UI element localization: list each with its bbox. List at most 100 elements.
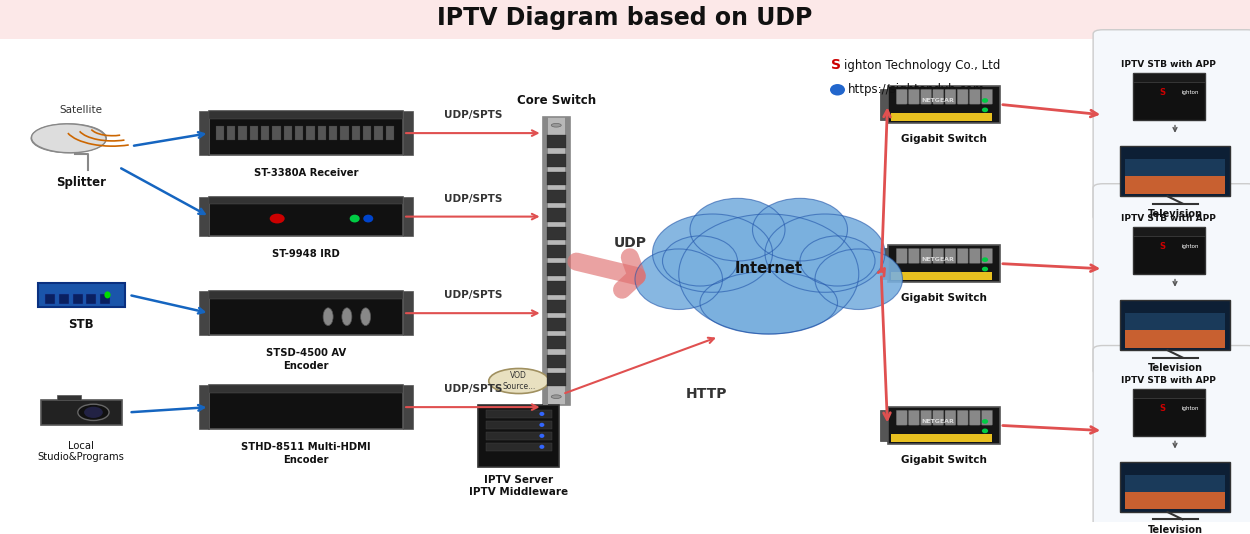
FancyBboxPatch shape bbox=[1132, 73, 1205, 120]
FancyBboxPatch shape bbox=[1120, 462, 1230, 512]
Text: Gigabit Switch: Gigabit Switch bbox=[901, 455, 986, 465]
Ellipse shape bbox=[752, 198, 848, 261]
FancyBboxPatch shape bbox=[209, 197, 402, 204]
FancyBboxPatch shape bbox=[546, 190, 566, 203]
Ellipse shape bbox=[540, 445, 545, 449]
FancyBboxPatch shape bbox=[209, 291, 402, 299]
Ellipse shape bbox=[800, 236, 875, 286]
FancyBboxPatch shape bbox=[385, 125, 394, 140]
FancyBboxPatch shape bbox=[981, 89, 992, 104]
FancyBboxPatch shape bbox=[546, 263, 566, 277]
Ellipse shape bbox=[361, 308, 371, 326]
FancyBboxPatch shape bbox=[485, 443, 551, 451]
Ellipse shape bbox=[815, 249, 902, 310]
FancyBboxPatch shape bbox=[546, 154, 566, 167]
Ellipse shape bbox=[635, 249, 722, 310]
FancyBboxPatch shape bbox=[880, 248, 888, 279]
Ellipse shape bbox=[982, 257, 989, 262]
Text: S: S bbox=[831, 58, 841, 72]
FancyBboxPatch shape bbox=[891, 272, 993, 280]
Text: Internet: Internet bbox=[735, 261, 802, 276]
Text: UDP/SPTS: UDP/SPTS bbox=[444, 110, 503, 120]
FancyBboxPatch shape bbox=[374, 125, 382, 140]
Text: https://sightondvb.com: https://sightondvb.com bbox=[848, 83, 985, 96]
Text: ighton: ighton bbox=[1181, 90, 1199, 95]
FancyBboxPatch shape bbox=[59, 294, 69, 303]
FancyBboxPatch shape bbox=[306, 125, 315, 140]
Ellipse shape bbox=[679, 214, 859, 334]
FancyBboxPatch shape bbox=[86, 294, 96, 303]
FancyBboxPatch shape bbox=[45, 294, 55, 303]
Text: Satellite: Satellite bbox=[60, 105, 102, 115]
FancyBboxPatch shape bbox=[199, 385, 209, 429]
FancyBboxPatch shape bbox=[546, 245, 566, 258]
Text: IPTV Server
IPTV Middleware: IPTV Server IPTV Middleware bbox=[469, 475, 569, 497]
Text: STSD-4500 AV
Encoder: STSD-4500 AV Encoder bbox=[266, 348, 346, 371]
FancyBboxPatch shape bbox=[945, 248, 956, 263]
FancyBboxPatch shape bbox=[891, 113, 993, 121]
Ellipse shape bbox=[540, 412, 545, 416]
FancyBboxPatch shape bbox=[945, 410, 956, 425]
Ellipse shape bbox=[551, 123, 561, 127]
FancyBboxPatch shape bbox=[284, 125, 292, 140]
Ellipse shape bbox=[982, 107, 989, 112]
Text: VOD
Source...: VOD Source... bbox=[503, 371, 535, 391]
Text: Core Switch: Core Switch bbox=[516, 94, 596, 107]
Text: Television: Television bbox=[1148, 524, 1202, 534]
FancyBboxPatch shape bbox=[970, 89, 980, 104]
FancyBboxPatch shape bbox=[1092, 30, 1250, 221]
FancyBboxPatch shape bbox=[38, 283, 125, 307]
FancyBboxPatch shape bbox=[485, 421, 551, 429]
FancyBboxPatch shape bbox=[920, 89, 931, 104]
FancyBboxPatch shape bbox=[880, 89, 888, 120]
FancyBboxPatch shape bbox=[1125, 475, 1225, 509]
FancyBboxPatch shape bbox=[909, 89, 920, 104]
FancyBboxPatch shape bbox=[546, 172, 566, 185]
FancyBboxPatch shape bbox=[1120, 300, 1230, 350]
Text: STB: STB bbox=[69, 318, 94, 331]
FancyBboxPatch shape bbox=[100, 294, 110, 303]
Text: IPTV STB with APP: IPTV STB with APP bbox=[1121, 214, 1216, 223]
FancyBboxPatch shape bbox=[1132, 389, 1205, 436]
FancyBboxPatch shape bbox=[1132, 227, 1205, 274]
FancyBboxPatch shape bbox=[981, 248, 992, 263]
Ellipse shape bbox=[765, 214, 885, 292]
FancyBboxPatch shape bbox=[546, 373, 566, 386]
FancyBboxPatch shape bbox=[199, 111, 209, 155]
Text: UDP/SPTS: UDP/SPTS bbox=[444, 384, 503, 394]
Ellipse shape bbox=[84, 407, 102, 418]
FancyBboxPatch shape bbox=[546, 336, 566, 349]
FancyBboxPatch shape bbox=[546, 208, 566, 222]
FancyBboxPatch shape bbox=[1132, 227, 1205, 237]
FancyBboxPatch shape bbox=[0, 0, 1250, 39]
FancyBboxPatch shape bbox=[1125, 176, 1225, 194]
FancyBboxPatch shape bbox=[1132, 389, 1205, 398]
FancyBboxPatch shape bbox=[228, 125, 235, 140]
FancyBboxPatch shape bbox=[970, 410, 980, 425]
Text: HTTP: HTTP bbox=[685, 387, 727, 401]
FancyBboxPatch shape bbox=[546, 355, 566, 368]
Ellipse shape bbox=[982, 419, 989, 424]
Ellipse shape bbox=[540, 423, 545, 427]
FancyBboxPatch shape bbox=[888, 86, 1000, 123]
FancyBboxPatch shape bbox=[958, 410, 969, 425]
FancyBboxPatch shape bbox=[896, 410, 908, 425]
Ellipse shape bbox=[350, 215, 360, 223]
Text: S: S bbox=[1160, 404, 1165, 413]
Ellipse shape bbox=[31, 124, 106, 153]
FancyBboxPatch shape bbox=[1092, 184, 1250, 375]
Ellipse shape bbox=[489, 368, 549, 394]
Text: NETGEAR: NETGEAR bbox=[921, 98, 954, 103]
Ellipse shape bbox=[322, 308, 332, 326]
FancyBboxPatch shape bbox=[402, 197, 412, 236]
FancyBboxPatch shape bbox=[981, 410, 992, 425]
FancyBboxPatch shape bbox=[970, 248, 980, 263]
Ellipse shape bbox=[982, 98, 989, 103]
FancyBboxPatch shape bbox=[199, 197, 209, 236]
FancyBboxPatch shape bbox=[542, 117, 548, 405]
Text: ighton: ighton bbox=[1181, 244, 1199, 249]
Ellipse shape bbox=[341, 308, 352, 326]
Ellipse shape bbox=[662, 236, 737, 286]
Ellipse shape bbox=[551, 395, 561, 398]
FancyBboxPatch shape bbox=[485, 410, 551, 418]
